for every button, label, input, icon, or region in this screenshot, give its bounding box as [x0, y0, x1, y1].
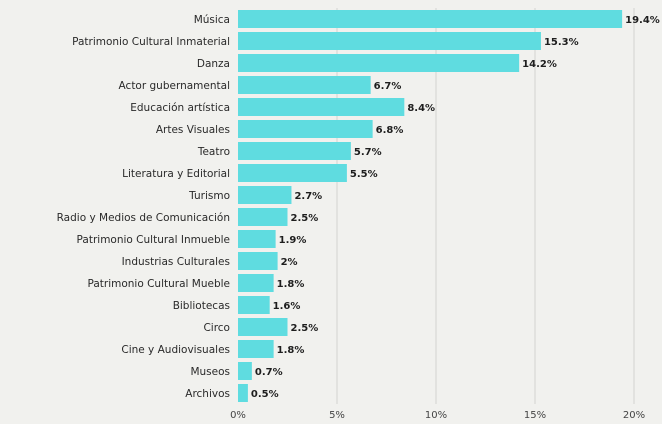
category-label: Actor gubernamental	[119, 80, 230, 92]
bar	[238, 10, 623, 28]
value-label: 6.8%	[376, 125, 404, 136]
bar	[238, 274, 274, 292]
category-label: Teatro	[197, 146, 230, 158]
bar	[238, 362, 252, 380]
value-label: 0.7%	[255, 367, 283, 378]
category-label: Radio y Medios de Comunicación	[57, 212, 230, 224]
bar	[238, 318, 288, 336]
bar	[238, 32, 541, 50]
x-tick-label: 15%	[524, 410, 546, 421]
value-label: 2.5%	[291, 213, 319, 224]
category-labels: Música Patrimonio Cultural Inmaterial Danz…	[57, 14, 230, 400]
category-label: Circo	[203, 322, 230, 334]
bars	[238, 10, 623, 402]
x-tick-label: 20%	[623, 410, 645, 421]
category-label: Educación artística	[130, 102, 230, 114]
x-tick-label: 0%	[230, 410, 246, 421]
value-label: 5.7%	[354, 147, 382, 158]
category-label: Industrias Culturales	[122, 256, 230, 268]
category-label: Patrimonio Cultural Inmueble	[77, 234, 230, 246]
value-label: 2%	[281, 257, 298, 268]
category-label: Literatura y Editorial	[122, 168, 230, 180]
value-label: 0.5%	[251, 389, 279, 400]
bar	[238, 186, 292, 204]
category-label: Archivos	[185, 388, 230, 400]
value-label: 5.5%	[350, 169, 378, 180]
bar	[238, 98, 405, 116]
bar	[238, 54, 520, 72]
category-label: Patrimonio Cultural Inmaterial	[72, 36, 230, 48]
bar	[238, 296, 270, 314]
category-label: Artes Visuales	[156, 124, 230, 136]
bar	[238, 142, 351, 160]
value-label: 19.4%	[625, 15, 660, 26]
value-label: 2.5%	[291, 323, 319, 334]
grid-lines	[336, 8, 635, 404]
value-label: 6.7%	[374, 81, 402, 92]
value-label: 14.2%	[522, 59, 557, 70]
value-label: 1.6%	[273, 301, 301, 312]
x-axis-ticks: 0% 5% 10% 15% 20%	[230, 410, 645, 421]
bar	[238, 230, 276, 248]
value-label: 15.3%	[544, 37, 579, 48]
value-label: 1.9%	[279, 235, 307, 246]
value-label: 2.7%	[294, 191, 322, 202]
bar	[238, 384, 248, 402]
value-label: 1.8%	[277, 279, 305, 290]
bar	[238, 252, 278, 270]
category-label: Música	[194, 14, 230, 26]
bar	[238, 164, 347, 182]
value-label: 1.8%	[277, 345, 305, 356]
category-label: Bibliotecas	[173, 300, 230, 312]
bar	[238, 340, 274, 358]
category-label: Turismo	[188, 190, 230, 202]
category-label: Museos	[190, 366, 230, 378]
x-tick-label: 5%	[329, 410, 345, 421]
x-tick-label: 10%	[425, 410, 447, 421]
bar	[238, 208, 288, 226]
value-label: 8.4%	[407, 103, 435, 114]
bar	[238, 120, 373, 138]
category-label: Cine y Audiovisuales	[121, 344, 230, 356]
category-label: Danza	[197, 58, 230, 70]
bar	[238, 76, 371, 94]
category-label: Patrimonio Cultural Mueble	[87, 278, 230, 290]
value-labels: 19.4% 15.3% 14.2% 6.7% 8.4%6.8% 5.7% 5.5% 2.7% 2…	[251, 15, 660, 400]
